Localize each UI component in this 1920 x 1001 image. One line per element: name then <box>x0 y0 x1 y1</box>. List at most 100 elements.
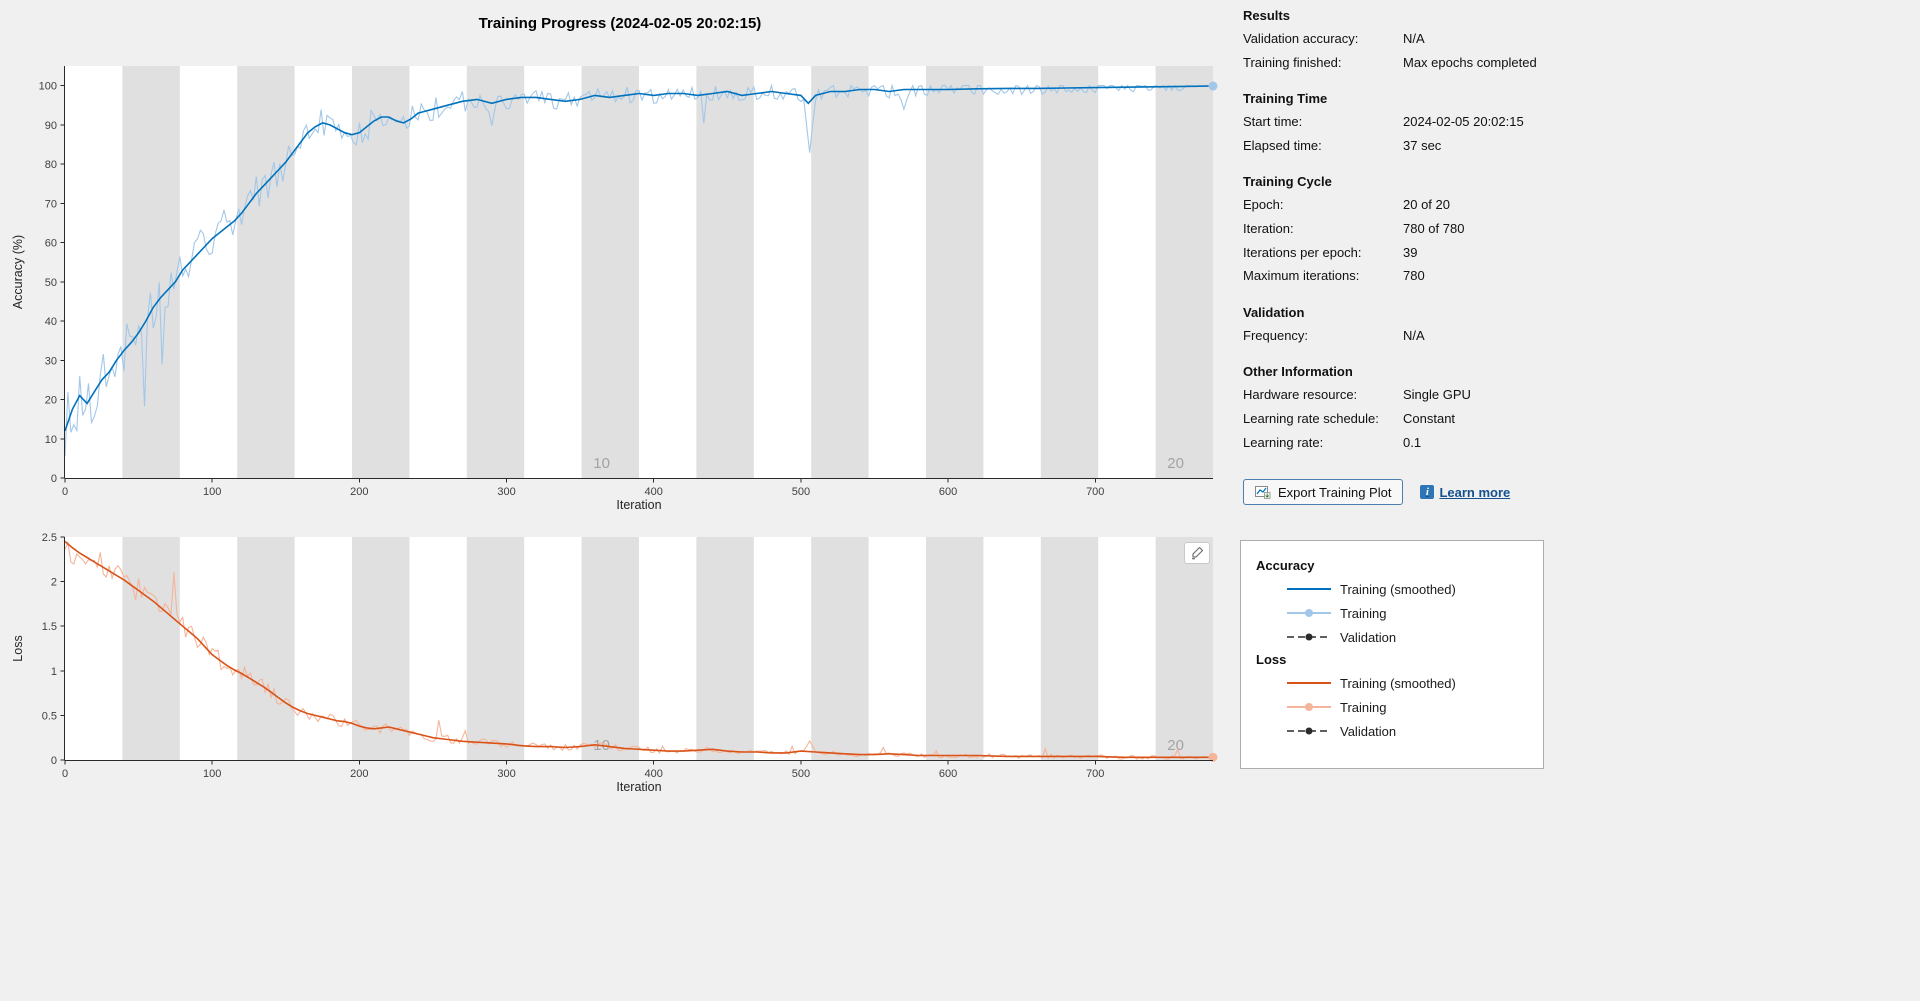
legend-sample-smoothed <box>1287 682 1331 684</box>
info-label: Training finished: <box>1243 54 1342 70</box>
info-row: Learning rate: 0.1 <box>1243 431 1920 455</box>
learn-more-link[interactable]: i Learn more <box>1420 485 1510 500</box>
epoch-bands <box>122 537 1213 760</box>
brush-icon <box>1192 546 1204 560</box>
legend-entry: Validation <box>1256 719 1543 743</box>
svg-text:500: 500 <box>792 768 810 780</box>
info-row: Iterations per epoch: 39 <box>1243 241 1920 265</box>
legend-group-title: Accuracy <box>1256 558 1315 573</box>
legend-label: Validation <box>1340 723 1397 739</box>
legend-entry: Training (smoothed) <box>1256 671 1543 695</box>
svg-text:500: 500 <box>792 486 810 498</box>
info-value: 0.1 <box>1403 434 1422 450</box>
info-panel: Results Validation accuracy: N/A Training f… <box>1240 0 1920 1001</box>
export-training-plot-button[interactable]: Export Training Plot <box>1243 479 1404 505</box>
legend-sample-validation <box>1287 727 1331 735</box>
legend-entry: Validation <box>1256 625 1543 649</box>
legend-label: Training (smoothed) <box>1340 581 1456 597</box>
info-value: 37 sec <box>1403 137 1442 153</box>
legend-sample-smoothed <box>1287 588 1331 590</box>
panel-sections: Results Validation accuracy: N/A Training f… <box>1240 0 1920 454</box>
svg-text:300: 300 <box>497 486 515 498</box>
info-label: Iterations per epoch: <box>1243 244 1362 260</box>
info-label: Start time: <box>1243 114 1303 130</box>
svg-text:1: 1 <box>51 666 57 678</box>
svg-text:0: 0 <box>51 473 57 485</box>
svg-text:30: 30 <box>45 355 57 367</box>
latest-value-marker <box>1208 752 1218 762</box>
y-axis-label: Loss <box>11 635 25 661</box>
legend-label: Training (smoothed) <box>1340 675 1456 691</box>
info-value: Single GPU <box>1403 387 1471 403</box>
svg-text:90: 90 <box>45 120 57 132</box>
svg-text:60: 60 <box>45 238 57 250</box>
info-label: Iteration: <box>1243 220 1294 236</box>
latest-value-marker <box>1208 81 1218 91</box>
info-row: Epoch: 20 of 20 <box>1243 193 1920 217</box>
info-row: Hardware resource: Single GPU <box>1243 383 1920 407</box>
info-row: Maximum iterations: 780 <box>1243 264 1920 288</box>
info-value: 780 of 780 <box>1403 220 1465 236</box>
svg-text:300: 300 <box>497 768 515 780</box>
section-title: Training Cycle <box>1243 174 1332 190</box>
info-icon: i <box>1420 485 1435 499</box>
legend-entry: Training (smoothed) <box>1256 577 1543 601</box>
info-row: Start time: 2024-02-05 20:02:15 <box>1243 110 1920 134</box>
svg-text:400: 400 <box>645 768 663 780</box>
info-value: 2024-02-05 20:02:15 <box>1403 114 1524 130</box>
info-row: Training finished: Max epochs completed <box>1243 51 1920 75</box>
svg-text:700: 700 <box>1086 486 1104 498</box>
svg-text:10: 10 <box>45 434 57 446</box>
info-value: 20 of 20 <box>1403 197 1450 213</box>
epoch-bands <box>122 66 1213 478</box>
series-group <box>65 540 1214 760</box>
section-title: Other Information <box>1243 364 1353 380</box>
info-label: Hardware resource: <box>1243 387 1358 403</box>
svg-text:700: 700 <box>1086 768 1104 780</box>
section-title: Training Time <box>1243 91 1328 107</box>
svg-text:70: 70 <box>45 198 57 210</box>
tick-labels: 0 100 200 300 400 500 600 700 0 0.5 1 1.5 2 2.5 <box>42 532 1105 780</box>
info-row: Learning rate schedule: Constant <box>1243 407 1920 431</box>
series-group <box>65 83 1214 457</box>
epoch-label: 20 <box>1167 737 1184 754</box>
info-label: Learning rate schedule: <box>1243 410 1379 426</box>
x-axis-label: Iteration <box>616 780 661 794</box>
legend-label: Validation <box>1340 629 1397 645</box>
y-axis-label: Accuracy (%) <box>11 235 25 309</box>
svg-text:0: 0 <box>51 755 57 767</box>
info-value: Max epochs completed <box>1403 54 1537 70</box>
info-row: Frequency: N/A <box>1243 324 1920 348</box>
info-value: Constant <box>1403 410 1456 426</box>
axes-toolbar-button[interactable] <box>1184 542 1210 564</box>
export-button-label: Export Training Plot <box>1278 484 1392 500</box>
learn-more-label: Learn more <box>1439 484 1511 500</box>
legend-group-title: Loss <box>1256 652 1287 667</box>
legend-sample-raw <box>1287 609 1331 617</box>
info-row: Elapsed time: 37 sec <box>1243 134 1920 158</box>
info-row: Iteration: 780 of 780 <box>1243 217 1920 241</box>
info-label: Epoch: <box>1243 197 1284 213</box>
svg-text:400: 400 <box>645 486 663 498</box>
axes <box>60 536 1213 765</box>
svg-text:600: 600 <box>939 486 957 498</box>
svg-text:2.5: 2.5 <box>42 532 57 544</box>
svg-text:80: 80 <box>45 159 57 171</box>
page-title: Training Progress (2024-02-05 20:02:15) <box>478 15 762 32</box>
series-training-smoothed <box>65 540 1213 759</box>
info-label: Validation accuracy: <box>1243 31 1359 46</box>
legend-label: Training <box>1340 699 1387 715</box>
svg-text:200: 200 <box>350 768 368 780</box>
loss-chart: 10 200 100 200 300 400 500 600 70000.511.522.5It… <box>11 532 1218 794</box>
series-training-smoothed <box>65 85 1214 432</box>
epoch-label: 20 <box>1167 455 1184 472</box>
legend: Accuracy Training (smoothed) Training Valid… <box>1240 540 1544 769</box>
info-value: 780 <box>1403 268 1425 284</box>
info-label: Maximum iterations: <box>1243 268 1360 284</box>
info-row: Validation accuracy: N/A <box>1243 27 1920 51</box>
svg-text:0: 0 <box>62 768 68 780</box>
svg-text:100: 100 <box>203 486 221 498</box>
info-label: Frequency: <box>1243 327 1309 343</box>
svg-text:20: 20 <box>45 395 57 407</box>
